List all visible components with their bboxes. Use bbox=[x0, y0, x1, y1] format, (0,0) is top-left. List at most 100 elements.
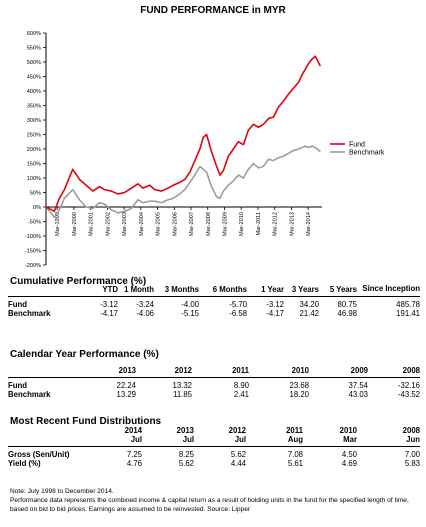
cum-cell: 46.98 bbox=[337, 309, 357, 318]
footnote: Note: July 1998 to December 2014. Perfor… bbox=[10, 487, 418, 514]
x-tick-label: Mar-2007 bbox=[189, 212, 195, 236]
x-tick-label: Mar-2012 bbox=[273, 212, 279, 236]
y-tick-label: -150% bbox=[25, 249, 41, 255]
dist-month: Jul bbox=[182, 435, 194, 444]
dist-header: 2008 Jun bbox=[357, 426, 420, 447]
y-tick-label: 500% bbox=[27, 60, 41, 66]
cum-cell: -4.17 bbox=[266, 309, 284, 318]
cum-header-3m: 3 Months bbox=[164, 285, 199, 294]
table-row: Benchmark -4.17 -4.06 -5.15 -6.58 -4.17 … bbox=[8, 309, 420, 318]
dist-header: 2010 Mar bbox=[303, 426, 357, 447]
cal-cell: -43.52 bbox=[397, 390, 420, 399]
cum-header-1y: 1 Year bbox=[261, 285, 284, 294]
cum-header-since-inception: Since Inception bbox=[362, 284, 420, 293]
y-tick-label: 300% bbox=[27, 118, 41, 124]
x-tick-label: Mar-2011 bbox=[256, 212, 262, 236]
cum-cell: 80.75 bbox=[319, 296, 357, 309]
cal-cell: 13.29 bbox=[116, 390, 136, 399]
cum-cell: -4.17 bbox=[100, 309, 118, 318]
y-tick-label: 150% bbox=[27, 162, 41, 168]
cum-header-1m: 1 Month bbox=[124, 285, 154, 294]
dist-cell: 5.61 bbox=[287, 459, 303, 468]
x-tick-label: Mar-2008 bbox=[206, 212, 212, 236]
cal-cell: 22.24 bbox=[78, 377, 136, 390]
x-tick-label: Mar-2000 bbox=[72, 212, 78, 236]
cum-cell: -3.12 bbox=[247, 296, 284, 309]
x-tick-label: Mar-2001 bbox=[89, 212, 95, 236]
cum-cell: -6.58 bbox=[229, 309, 247, 318]
cal-header-2010: 2010 bbox=[291, 366, 309, 375]
dist-cell: 4.69 bbox=[341, 459, 357, 468]
cal-header-2013: 2013 bbox=[118, 366, 136, 375]
y-tick-label: 450% bbox=[27, 75, 41, 81]
footnote-period: Note: July 1998 to December 2014. bbox=[10, 488, 114, 495]
dist-year: 2011 bbox=[286, 426, 303, 435]
x-tick-label: Mar-2004 bbox=[139, 212, 145, 236]
cal-cell: 2.41 bbox=[233, 390, 249, 399]
cum-header-5y: 5 Years bbox=[329, 285, 357, 294]
cum-cell: -4.06 bbox=[136, 309, 154, 318]
table-row: Benchmark 13.29 11.85 2.41 18.20 43.03 -… bbox=[8, 390, 420, 399]
table-row: Yield (%) 4.76 5.62 4.44 5.61 4.69 5.83 bbox=[8, 459, 420, 468]
cal-header-2009: 2009 bbox=[350, 366, 368, 375]
dist-month: Jun bbox=[406, 435, 420, 444]
cum-cell: -5.15 bbox=[181, 309, 199, 318]
x-tick-label: Mar-2002 bbox=[105, 212, 111, 236]
dist-cell: 4.76 bbox=[126, 459, 142, 468]
cal-cell: -32.16 bbox=[368, 377, 420, 390]
dist-year: 2014 bbox=[124, 426, 142, 435]
distributions-table: 2014 Jul 2013 Jul 2012 Jul 2011 Aug 2010 Mar … bbox=[8, 426, 420, 468]
cal-cell: 8.90 bbox=[192, 377, 249, 390]
cum-cell: 21.42 bbox=[299, 309, 319, 318]
cum-header-3y: 3 Years bbox=[291, 285, 319, 294]
y-tick-label: 600% bbox=[27, 31, 41, 37]
cum-header-ytd: YTD bbox=[102, 285, 118, 294]
calendar-title: Calendar Year Performance (%) bbox=[10, 349, 159, 360]
dist-month: Jul bbox=[130, 435, 142, 444]
cal-header-2008: 2008 bbox=[402, 366, 420, 375]
y-tick-label: 250% bbox=[27, 133, 41, 139]
y-tick-label: 400% bbox=[27, 89, 41, 95]
dist-month: Aug bbox=[287, 435, 303, 444]
y-tick-label: 50% bbox=[30, 191, 41, 197]
x-tick-label: Mar-2014 bbox=[306, 212, 312, 236]
dist-header: 2012 Jul bbox=[194, 426, 246, 447]
cum-cell: -3.24 bbox=[118, 296, 154, 309]
dist-header: 2014 Jul bbox=[86, 426, 142, 447]
dist-cell: 5.83 bbox=[404, 459, 420, 468]
dist-year: 2013 bbox=[176, 426, 194, 435]
y-tick-label: -100% bbox=[25, 234, 41, 240]
cum-cell: -5.70 bbox=[199, 296, 247, 309]
x-tick-label: Mar-2005 bbox=[156, 212, 162, 236]
y-tick-label: 350% bbox=[27, 104, 41, 110]
dist-month: Jul bbox=[234, 435, 246, 444]
y-tick-label: -200% bbox=[25, 263, 41, 269]
dist-row-label: Yield (%) bbox=[8, 459, 41, 468]
cum-cell: -4.00 bbox=[154, 296, 199, 309]
dist-year: 2010 bbox=[339, 426, 357, 435]
dist-cell: 7.00 bbox=[357, 446, 420, 459]
dist-cell: 7.08 bbox=[246, 446, 303, 459]
calendar-table: 2013 2012 2011 2010 2009 2008 Fund 22.24… bbox=[8, 366, 420, 399]
y-tick-label: 100% bbox=[27, 176, 41, 182]
dist-cell: 5.62 bbox=[178, 459, 194, 468]
cum-row-label: Benchmark bbox=[8, 309, 51, 318]
series-line-fund bbox=[45, 55, 322, 213]
footnote-disclaimer: Performance data represents the combined… bbox=[10, 497, 409, 513]
legend-label-fund: Fund bbox=[349, 142, 365, 149]
table-row: Gross (Sen/Unit) 7.25 8.25 5.62 7.08 4.5… bbox=[8, 446, 420, 459]
cum-cell: -3.12 bbox=[74, 296, 118, 309]
legend-label-benchmark: Benchmark bbox=[349, 150, 385, 157]
distributions-title: Most Recent Fund Distributions bbox=[10, 416, 162, 427]
cumulative-title: Cumulative Performance (%) bbox=[10, 276, 147, 287]
cal-header-2011: 2011 bbox=[232, 366, 249, 375]
cum-cell: 34.20 bbox=[284, 296, 319, 309]
x-tick-label: Mar-2013 bbox=[289, 212, 295, 236]
cumulative-table: YTD 1 Month 3 Months 6 Months 1 Year 3 Y… bbox=[8, 284, 420, 318]
cal-cell: 37.54 bbox=[309, 377, 368, 390]
performance-chart: FUND PERFORMANCE in MYR -200% -150% -100% -… bbox=[25, 5, 385, 269]
x-tick-label: Mar-2009 bbox=[222, 212, 228, 236]
cal-cell: 11.85 bbox=[173, 390, 192, 399]
y-tick-label: 200% bbox=[27, 147, 41, 153]
cal-row-label: Benchmark bbox=[8, 390, 51, 399]
